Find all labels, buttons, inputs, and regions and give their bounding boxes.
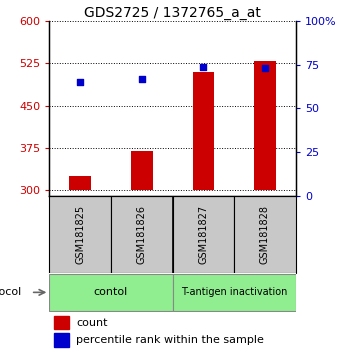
Bar [254, 61, 276, 190]
Text: count: count [76, 318, 108, 327]
Point [78, 79, 83, 85]
Bar [192, 72, 214, 190]
Point [201, 64, 206, 69]
Bar [131, 150, 153, 190]
Text: protocol: protocol [0, 287, 21, 297]
Text: GSM181827: GSM181827 [198, 205, 208, 264]
Bar [54, 333, 69, 347]
Title: GDS2725 / 1372765_a_at: GDS2725 / 1372765_a_at [84, 6, 261, 20]
Bar [173, 195, 234, 273]
Point [139, 76, 144, 81]
Text: GSM181826: GSM181826 [137, 205, 147, 264]
Bar [49, 195, 111, 273]
Bar [173, 274, 296, 311]
Bar [234, 195, 296, 273]
Text: T-antigen inactivation: T-antigen inactivation [181, 287, 287, 297]
Text: GSM181828: GSM181828 [260, 205, 270, 264]
Bar [49, 274, 173, 311]
Bar [69, 176, 91, 190]
Bar [111, 195, 173, 273]
Text: contol: contol [94, 287, 128, 297]
Text: GSM181825: GSM181825 [75, 205, 85, 264]
Bar [54, 316, 69, 329]
Text: percentile rank within the sample: percentile rank within the sample [76, 335, 264, 345]
Point [262, 65, 268, 71]
